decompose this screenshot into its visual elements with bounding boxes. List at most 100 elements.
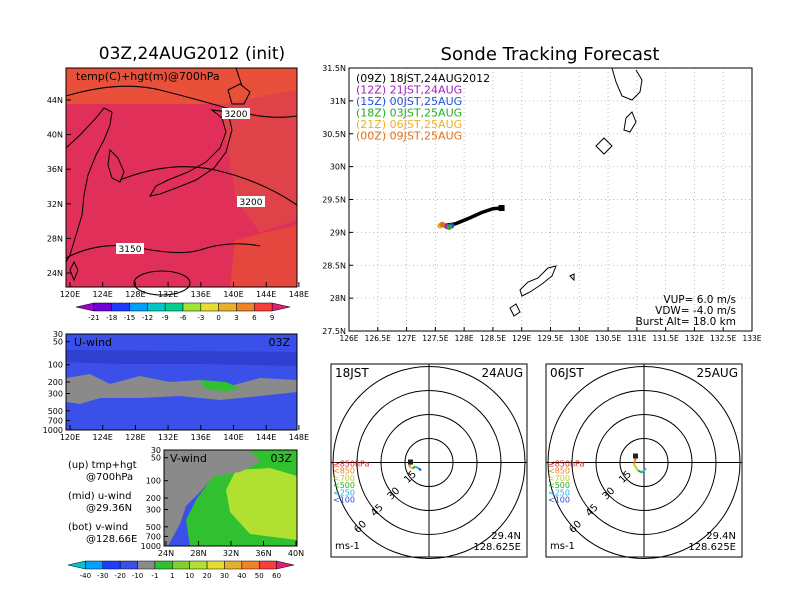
legend-entry-3: (18Z) 03JST,25AUG	[356, 107, 462, 120]
temp-colorbar-label: -21	[88, 314, 99, 322]
lat-tick-label: 44N	[47, 96, 63, 105]
track-point-series-3	[446, 224, 452, 230]
pressure-tick-label: 500	[48, 407, 63, 416]
lon-tick-label: 148E	[289, 290, 309, 299]
hodograph-segment	[633, 463, 639, 472]
lat-tick-label: 36N	[47, 165, 63, 174]
polar-level-2: <700	[333, 474, 355, 483]
lat-tick-label: 31N	[330, 97, 346, 106]
lat-tick-label: 32N	[47, 200, 63, 209]
hodograph-segment	[414, 465, 420, 470]
temp-colorbar: -21 -18 -15 -12 -9 -6 -3 0 3 6 9	[75, 302, 291, 322]
wind-colorbar-label: -30	[97, 572, 108, 580]
lon-tick-label: 144E	[256, 290, 276, 299]
wind-colorbar-label: 50	[255, 572, 264, 580]
polar-lon: 128.625E	[473, 542, 521, 553]
lon-tick-label: 136E	[191, 290, 211, 299]
contour-label-bg-1	[222, 108, 250, 119]
island-small-1	[569, 273, 575, 282]
temp-colorbar-label: 3	[234, 314, 238, 322]
temp-colorbar-swatch	[93, 302, 112, 312]
wind-colorbar-swatch	[85, 560, 104, 570]
uwind-darkblue-patch	[66, 350, 297, 366]
lat-tick-label: 30.5N	[322, 130, 346, 139]
polar-lat: 29.4N	[706, 531, 736, 542]
temp-colorbar-swatch	[147, 302, 166, 312]
temp-map-lat-ticks: 44N 40N 36N 32N 28N 24N	[47, 96, 71, 278]
lat-tick-label: 29.5N	[322, 196, 346, 205]
lon-tick-label: 128E	[125, 290, 145, 299]
wind-colorbar-label: 20	[203, 572, 212, 580]
vwind-lightgreen-region	[226, 468, 297, 540]
lon-tick-label: 127.5E	[422, 334, 448, 343]
note-line-a: (mid) u-wind	[68, 491, 131, 502]
polar-level-4: <250	[333, 488, 355, 497]
uwind-grey-band	[66, 374, 297, 404]
lon-tick-label: 128E	[455, 334, 474, 343]
lon-tick-label: 132E	[685, 334, 704, 343]
pressure-tick-label: 300	[48, 390, 63, 399]
track-series	[437, 205, 505, 230]
lon-tick-label: 144E	[256, 433, 276, 442]
pressure-tick-label: 100	[48, 361, 63, 370]
coastline-japan	[148, 109, 233, 197]
track-point-series-5	[439, 221, 446, 228]
lon-tick-label: 133E	[742, 334, 761, 343]
temp-colorbar-swatch	[111, 302, 130, 312]
wind-colorbar-label: 40	[237, 572, 246, 580]
lon-tick-label: 128.5E	[480, 334, 506, 343]
temp-colorbar-label: -18	[106, 314, 117, 322]
polar-level-1: <850	[333, 467, 355, 476]
wind-colorbar-swatch	[67, 560, 86, 570]
island-tokara-2	[595, 137, 613, 155]
pressure-tick-label: 30	[53, 330, 63, 339]
lat-tick-label: 36N	[255, 549, 271, 558]
legend-entry-4: (21Z) 06JST,25AUG	[356, 118, 462, 131]
wind-colorbar-swatch	[172, 560, 190, 570]
lon-tick-label: 140E	[223, 433, 243, 442]
vwind-lat-ticks: 24N 28N 32N 36N 40N	[158, 541, 304, 558]
pressure-tick-label: 50	[53, 338, 63, 347]
wind-colorbar-swatch	[102, 560, 121, 570]
temp-map-label: temp(C)+hgt(m)@700hPa	[76, 70, 220, 83]
note-line-a: (up) tmp+hgt	[68, 460, 137, 471]
wind-colorbar-label: -10	[132, 572, 143, 580]
coastline-hokkaido	[227, 83, 251, 105]
wind-colorbar-label: 30	[220, 572, 229, 580]
wind-colorbar-swatch	[224, 560, 243, 570]
contour-label-bg-3	[116, 243, 144, 254]
uwind-green-patch	[200, 380, 240, 392]
wind-colorbar-swatch	[189, 560, 208, 570]
contour-label-2: 3200	[240, 198, 263, 208]
polar-level-4: <250	[548, 488, 570, 497]
note-line-b: @700hPa	[86, 472, 133, 483]
pressure-tick-label: 200	[48, 378, 63, 387]
coastline-sakhalin	[235, 67, 243, 87]
coastline-china	[65, 107, 113, 263]
lon-tick-label: 127E	[397, 334, 416, 343]
wind-colorbar-swatch	[258, 560, 277, 570]
tracking-lon-ticks: 126E 126.5E 127E 127.5E 128E 128.5E 129E 129.5E…	[339, 327, 762, 343]
polar-lat: 29.4N	[491, 531, 521, 542]
pressure-tick-label: 200	[146, 494, 161, 503]
uwind-label: U-wind	[74, 336, 112, 349]
legend-entry-2: (15Z) 00JST,25AUG	[356, 95, 462, 108]
polar-level-0: ≥850hPa	[548, 460, 585, 469]
polar-level-1: <850	[548, 467, 570, 476]
polar-level-5: <100	[548, 496, 570, 505]
lon-tick-label: 120E	[60, 433, 80, 442]
wind-colorbar-label: 10	[185, 572, 194, 580]
lon-tick-label: 131E	[627, 334, 646, 343]
tracking-frame-bg	[349, 68, 752, 331]
lat-tick-label: 28N	[190, 549, 206, 558]
tracking-title: Sonde Tracking Forecast	[440, 44, 660, 65]
polar-level-3: <500	[333, 481, 355, 490]
wind-colorbar-label: 60	[272, 572, 281, 580]
wind-colorbar-swatch	[154, 560, 173, 570]
island-north	[611, 67, 643, 101]
lat-tick-label: 32N	[223, 549, 239, 558]
temp-colorbar-label: 9	[270, 314, 274, 322]
